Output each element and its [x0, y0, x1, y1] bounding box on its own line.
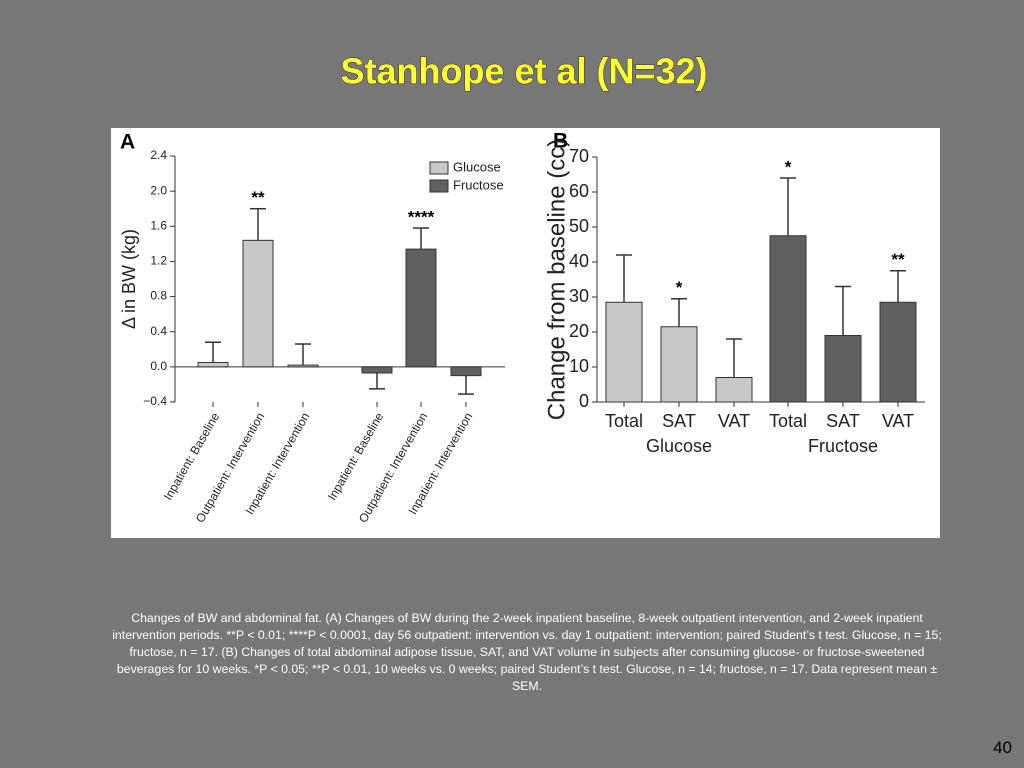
- bar: [660, 326, 698, 403]
- bar: [197, 361, 229, 368]
- x-tick-label: VAT: [718, 411, 750, 431]
- annotation: *: [676, 278, 683, 297]
- bar: [769, 235, 807, 403]
- y-tick-label: 50: [569, 216, 589, 236]
- x-tick-label: Total: [605, 411, 643, 431]
- slide-title: Stanhope et al (N=32): [340, 51, 707, 92]
- bar: [879, 301, 917, 403]
- y-tick-label: 70: [569, 146, 589, 166]
- y-tick-label: 1.6: [150, 218, 167, 232]
- figure-panel: [111, 128, 940, 538]
- panel-label: A: [120, 131, 135, 154]
- annotation: **: [891, 250, 905, 269]
- y-tick-label: 0.0: [150, 359, 167, 373]
- y-tick-label: 0.4: [150, 324, 167, 338]
- figure: Stanhope et al (N=32) A Δ in BW (kg) −0.4 0…: [111, 50, 940, 538]
- legend-label: Fructose: [453, 177, 504, 192]
- caption: Changes of BW and abdominal fat. (A) Cha…: [112, 611, 942, 693]
- x-tick-label: VAT: [882, 411, 914, 431]
- legend-label: Glucose: [453, 159, 501, 174]
- y-tick-label: −0.4: [143, 394, 167, 408]
- panel-label: B: [553, 130, 568, 153]
- y-axis-label: Δ in BW (kg): [119, 229, 139, 329]
- x-tick-label: SAT: [662, 411, 696, 431]
- group-label: Glucose: [646, 436, 712, 456]
- bar: [405, 248, 437, 368]
- annotation: **: [251, 188, 265, 207]
- bar: [605, 301, 643, 403]
- group-label: Fructose: [808, 436, 878, 456]
- bar: [450, 366, 482, 377]
- y-tick-label: 60: [569, 181, 589, 201]
- annotation: ****: [408, 208, 435, 227]
- y-tick-label: 2.4: [150, 148, 167, 162]
- y-tick-label: 2.0: [150, 183, 167, 197]
- page-number: 40: [993, 738, 1012, 757]
- y-tick-label: 30: [569, 286, 589, 306]
- bar: [242, 239, 274, 368]
- y-axis-label: Change from baseline (cc): [543, 139, 570, 420]
- y-tick-label: 0: [579, 391, 589, 411]
- bar: [824, 335, 862, 403]
- y-tick-label: 10: [569, 356, 589, 376]
- x-tick-label: SAT: [826, 411, 860, 431]
- x-tick-label: Total: [769, 411, 807, 431]
- bar: [287, 364, 319, 368]
- y-tick-label: 20: [569, 321, 589, 341]
- bar: [361, 366, 393, 374]
- bar: [715, 377, 753, 403]
- y-tick-label: 1.2: [150, 254, 167, 268]
- y-tick-label: 0.8: [150, 289, 167, 303]
- legend-swatch: [429, 161, 449, 175]
- y-tick-label: 40: [569, 251, 589, 271]
- annotation: *: [785, 157, 792, 176]
- legend-swatch: [429, 179, 449, 193]
